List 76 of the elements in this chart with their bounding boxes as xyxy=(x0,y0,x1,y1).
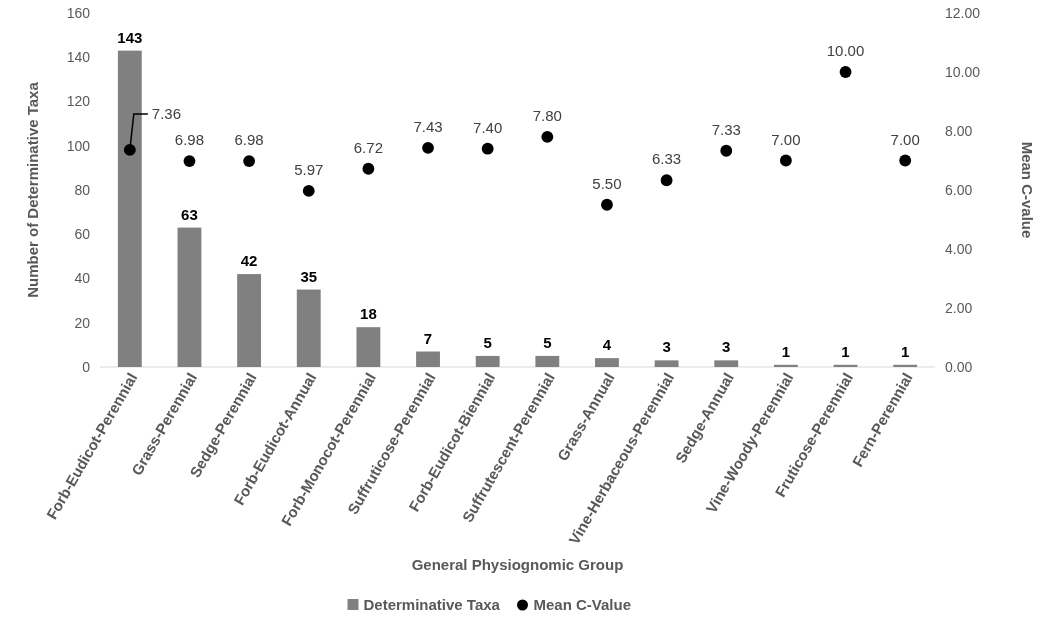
bar xyxy=(714,360,739,367)
y-tick-label: 60 xyxy=(74,226,91,243)
bar xyxy=(535,355,560,367)
y-tick-label: 100 xyxy=(66,137,91,154)
data-label: 5.97 xyxy=(294,160,324,178)
point xyxy=(481,142,494,155)
point xyxy=(362,162,375,175)
point xyxy=(183,155,196,167)
bar xyxy=(356,327,381,367)
data-label: 6.98 xyxy=(234,131,264,149)
data-label: 63 xyxy=(181,205,198,223)
point xyxy=(779,154,792,167)
bar xyxy=(117,50,142,367)
data-label: 3 xyxy=(722,338,731,356)
point xyxy=(601,198,613,211)
y-tick-label: 140 xyxy=(66,49,91,66)
y-tick-label: 160 xyxy=(66,4,91,21)
data-label: 7.43 xyxy=(413,117,443,135)
data-label: 7 xyxy=(423,329,433,347)
bar xyxy=(177,227,202,367)
data-label: 3 xyxy=(662,338,671,356)
data-label: 18 xyxy=(360,305,377,323)
y2-tick-label: 10.00 xyxy=(945,63,981,80)
data-label: 10.00 xyxy=(826,42,865,59)
y2-tick-label: 8.00 xyxy=(945,122,973,139)
data-label: 7.36 xyxy=(151,104,182,122)
legend-label: Mean C-Value xyxy=(533,596,632,613)
y-tick-label: 0 xyxy=(82,358,91,375)
y2-tick-label: 12.00 xyxy=(945,4,981,21)
point xyxy=(720,144,733,157)
bar xyxy=(595,358,619,367)
data-label: 5 xyxy=(483,333,492,351)
bar xyxy=(773,364,798,367)
data-label: 5.50 xyxy=(592,174,622,192)
point xyxy=(541,130,554,143)
data-label: 1 xyxy=(841,342,850,360)
y2-tick-label: 2.00 xyxy=(945,299,973,316)
bar xyxy=(654,360,679,367)
point xyxy=(123,143,136,156)
x-axis-title: General Physiognomic Group xyxy=(411,556,624,573)
y2-tick-label: 6.00 xyxy=(945,181,973,198)
data-label: 4 xyxy=(602,336,612,354)
bar xyxy=(893,364,918,367)
y2-tick-label: 0.00 xyxy=(945,358,973,375)
data-label: 6.72 xyxy=(353,138,383,156)
y-tick-label: 80 xyxy=(74,181,91,198)
data-label: 6.33 xyxy=(652,150,682,168)
y2-axis-title: Mean C-value xyxy=(1019,141,1036,239)
point xyxy=(660,174,673,187)
data-label: 7.80 xyxy=(532,106,562,124)
data-label: 35 xyxy=(300,267,318,285)
bar xyxy=(416,351,440,367)
bar xyxy=(237,274,262,367)
data-label: 5 xyxy=(543,333,552,351)
y-tick-label: 40 xyxy=(74,270,91,287)
data-label: 1 xyxy=(901,342,910,360)
data-label: 42 xyxy=(240,252,258,270)
point xyxy=(243,155,256,167)
data-label: 6.98 xyxy=(174,131,205,149)
data-label: 7.33 xyxy=(711,120,741,138)
data-label: 1 xyxy=(781,342,791,360)
point xyxy=(422,141,434,154)
y-tick-label: 20 xyxy=(74,314,91,331)
point xyxy=(899,154,912,167)
y-tick-label: 120 xyxy=(66,93,91,110)
data-label: 7.00 xyxy=(890,130,920,148)
data-label: 7.40 xyxy=(473,118,503,136)
bar xyxy=(475,355,500,367)
y-axis-title: Number of Determinative Taxa xyxy=(24,81,41,298)
bar xyxy=(296,289,321,367)
legend-label: Determinative Taxa xyxy=(363,596,501,613)
y2-tick-label: 4.00 xyxy=(945,240,973,257)
data-label: 7.00 xyxy=(771,130,801,148)
data-label: 143 xyxy=(117,28,143,46)
point xyxy=(839,66,852,78)
point xyxy=(302,184,315,197)
